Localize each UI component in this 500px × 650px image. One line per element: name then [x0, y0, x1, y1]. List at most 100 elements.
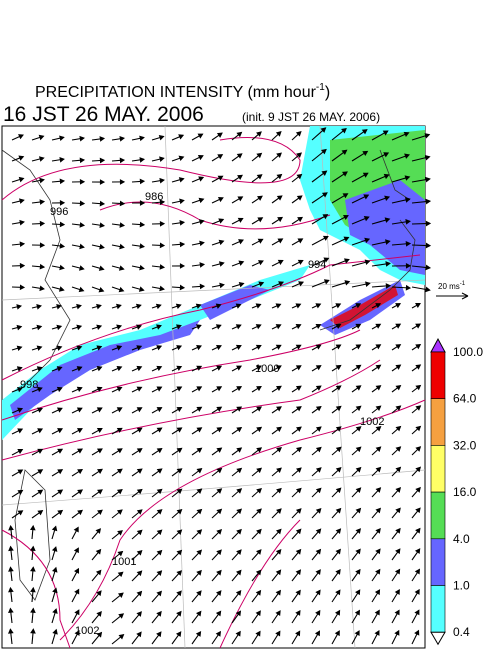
wind-vector-head — [215, 303, 222, 309]
wind-vector-head — [216, 427, 223, 433]
wind-vector-head — [178, 177, 185, 183]
wind-vector-head — [343, 214, 349, 221]
wind-vector-head — [136, 570, 143, 577]
wind-vector-head — [334, 630, 340, 637]
wind-vector-head — [8, 586, 14, 593]
wind-vector-head — [216, 549, 222, 556]
wind-vector-head — [119, 243, 125, 250]
wind-vector-head — [395, 507, 401, 514]
wind-vector-head — [136, 549, 143, 556]
wind-vector-head — [136, 529, 143, 536]
wind-vector-head — [394, 568, 401, 575]
wind-vector-head — [99, 222, 106, 228]
wind-vector-head — [276, 487, 282, 494]
wind-scale-superscript: -1 — [460, 281, 466, 287]
wind-vector-head — [52, 608, 58, 614]
wind-vector-head — [256, 152, 263, 159]
wind-vector-head — [295, 508, 302, 514]
wind-vector-head — [195, 303, 202, 309]
wind-vector-head — [355, 323, 362, 329]
wind-vector-head — [59, 200, 66, 206]
wind-vector-head — [258, 281, 265, 287]
wind-vector-head — [19, 262, 26, 269]
wind-vector-head — [77, 509, 84, 516]
wind-vector-head — [139, 243, 146, 249]
wind-vector-head — [39, 263, 46, 270]
wind-vector-head — [199, 283, 206, 290]
wind-vector-head — [335, 405, 342, 412]
wind-vector-head — [79, 200, 86, 207]
wind-vector-head — [255, 589, 262, 596]
wind-vector-head — [74, 629, 80, 636]
title-superscript: -1 — [316, 82, 325, 93]
isobar-label: 1002 — [360, 416, 384, 428]
wind-vector-head — [156, 345, 163, 351]
wind-vector-head — [16, 366, 23, 372]
wind-vector-head — [315, 528, 322, 535]
wind-vector-head — [405, 262, 412, 269]
wind-vector-head — [355, 466, 362, 473]
wind-vector-head — [237, 196, 244, 202]
wind-vector-head — [156, 468, 163, 474]
wind-vector-head — [217, 197, 224, 203]
wind-vector-head — [96, 386, 103, 392]
wind-vector-head — [96, 631, 103, 638]
wind-scale-text: 20 ms — [438, 282, 460, 291]
wind-vector-head — [116, 365, 123, 372]
wind-vector-head — [56, 366, 63, 372]
wind-vector-head — [216, 132, 223, 138]
wind-vector-head — [276, 426, 282, 433]
wind-vector-head — [56, 303, 62, 310]
wind-vector-head — [425, 242, 432, 249]
wind-vector-head — [365, 281, 371, 287]
wind-vector-head — [364, 237, 371, 244]
wind-vector-head — [296, 173, 303, 180]
wind-vector-head — [117, 530, 123, 536]
wind-vector-head — [52, 587, 58, 594]
wind-vector-head — [216, 508, 223, 515]
map-area: 986 996 994 998 1000 1002 1001 1002 — [1, 125, 432, 649]
wind-vector-head — [139, 221, 146, 228]
wind-scale-label: 20 ms-1 — [438, 281, 466, 291]
wind-vector-head — [323, 257, 330, 263]
wind-vector-head — [315, 467, 322, 473]
wind-vector-head — [425, 198, 432, 205]
wind-vector-head — [235, 590, 242, 596]
wind-vector-head — [297, 259, 304, 265]
wind-vector-head — [236, 528, 242, 535]
wind-vector-head — [235, 303, 242, 309]
wind-vector-head — [354, 609, 360, 616]
wind-vector-head — [56, 386, 63, 393]
wind-vector-head — [237, 217, 244, 223]
wind-vector-head — [363, 216, 370, 222]
wind-vector-head — [136, 386, 143, 392]
wind-vector-head — [136, 509, 143, 515]
wind-vector-head — [17, 407, 24, 413]
wind-vector-head — [344, 280, 351, 286]
wind-vector-head — [218, 218, 225, 224]
isobar-label: 1001 — [112, 556, 136, 568]
wind-vector-head — [8, 524, 14, 531]
wind-vector-head — [414, 588, 420, 595]
wind-vector-head — [8, 545, 14, 552]
wind-vector-head — [196, 529, 203, 535]
wind-vector-head — [355, 548, 361, 555]
wind-vector-head — [74, 588, 80, 595]
wind-vector-head — [176, 345, 183, 351]
wind-vector-head — [375, 405, 382, 411]
wind-vector-head — [179, 241, 186, 248]
wind-vector-head — [405, 284, 412, 291]
wind-vector-head — [335, 548, 341, 555]
wind-vector-head — [30, 545, 36, 552]
wind-vector-head — [30, 607, 36, 613]
wind-vector-head — [119, 179, 126, 185]
wind-vector-head — [256, 549, 262, 555]
wind-vector-head — [276, 467, 282, 474]
wind-vector-head — [335, 507, 342, 514]
wind-vector-head — [395, 466, 402, 473]
wind-vector-head — [276, 406, 282, 412]
wind-vector-head — [176, 610, 182, 617]
wind-vector-head — [415, 486, 421, 493]
wind-vector-head — [236, 488, 243, 494]
wind-vector-head — [236, 508, 243, 515]
